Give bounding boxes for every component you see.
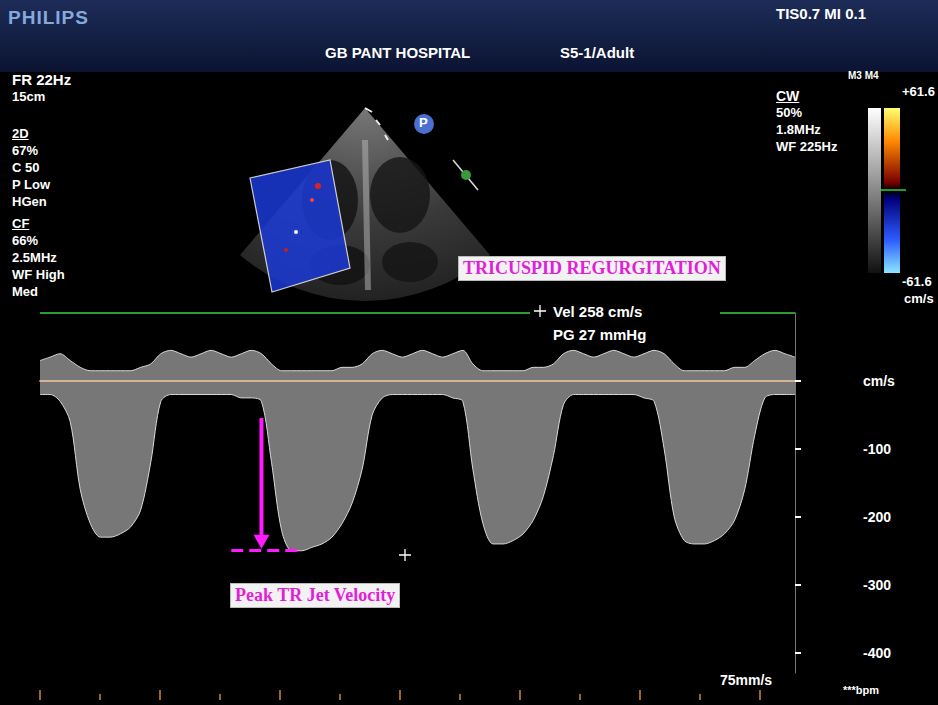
html-text:PHILIPS: PHILIPS — [8, 7, 89, 28]
html-text:-61.6: -61.6 — [902, 274, 932, 289]
html-text:cm/s: cm/s — [904, 291, 934, 306]
html-text:***bpm: ***bpm — [843, 684, 880, 696]
svg-text:-400: -400 — [863, 645, 891, 661]
html-text:CW: CW — [776, 88, 800, 104]
html-text:P: P — [419, 115, 428, 130]
svg-text:-100: -100 — [863, 441, 891, 457]
html-text:15cm: 15cm — [12, 89, 46, 104]
svg-text:-200: -200 — [863, 509, 891, 525]
svg-text:cm/s: cm/s — [863, 373, 895, 389]
html-text:WF 225Hz: WF 225Hz — [776, 139, 838, 154]
html-text:Peak TR Jet Velocity: Peak TR Jet Velocity — [235, 585, 396, 605]
html-text:50%: 50% — [776, 105, 802, 120]
html-text:WF High: WF High — [12, 267, 65, 282]
html-text:S5-1/Adult: S5-1/Adult — [560, 44, 635, 61]
html-text:TIS0.7 MI 0.1: TIS0.7 MI 0.1 — [776, 5, 866, 22]
html-text:Vel 258 cm/s: Vel 258 cm/s — [553, 303, 643, 320]
html-text:GB PANT HOSPITAL: GB PANT HOSPITAL — [325, 44, 471, 61]
html-text:2D: 2D — [12, 126, 29, 141]
html-text:66%: 66% — [12, 233, 38, 248]
html-text:75mm/s: 75mm/s — [720, 672, 773, 688]
html-text:C 50: C 50 — [12, 160, 40, 175]
html-text:M3 M4: M3 M4 — [848, 70, 879, 81]
html-text:67%: 67% — [12, 143, 38, 158]
html-text:TRICUSPID REGURGITATION: TRICUSPID REGURGITATION — [463, 258, 721, 278]
html-text:2.5MHz: 2.5MHz — [12, 250, 57, 265]
html-text:PG 27 mmHg: PG 27 mmHg — [553, 326, 647, 343]
html-text:+61.6: +61.6 — [902, 84, 935, 99]
html-text:CF: CF — [12, 216, 30, 231]
svg-text:-300: -300 — [863, 577, 891, 593]
html-text:HGen: HGen — [12, 194, 47, 209]
html-text:FR 22Hz: FR 22Hz — [12, 71, 72, 88]
html-text:1.8MHz: 1.8MHz — [776, 122, 821, 137]
html-text:Med: Med — [12, 284, 38, 299]
html-text:P Low: P Low — [12, 177, 50, 192]
